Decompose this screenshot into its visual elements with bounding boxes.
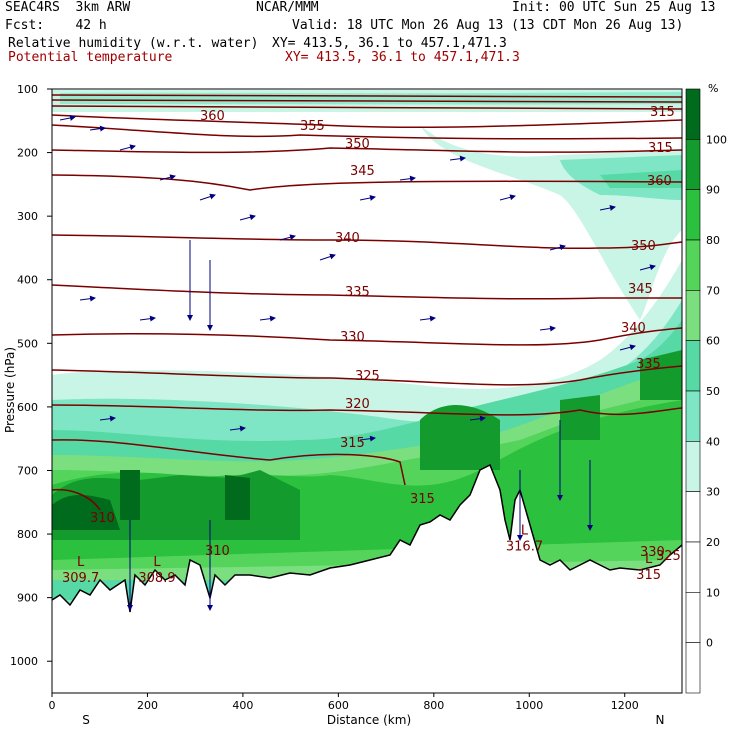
theta-contour-label: 350 [345, 137, 370, 152]
x-axis-south-label: S [82, 713, 90, 727]
y-tick-label: 900 [17, 592, 38, 605]
theta-contour-label: 310 [90, 511, 115, 526]
theta-contour-label: 355 [300, 119, 325, 134]
low-value: 316.7 [506, 539, 543, 554]
terrain [52, 463, 682, 693]
theta-contour-label: 340 [335, 231, 360, 246]
colorbar-tick-label: 20 [706, 536, 720, 549]
x-tick-label: 1000 [515, 699, 543, 712]
theta-contour-labels: 3603553503453403353303253203153103153103… [90, 105, 681, 564]
theta-contour-label: 340 [621, 321, 646, 336]
theta-contour-label: 360 [200, 109, 225, 124]
colorbar-swatch [685, 340, 701, 392]
low-value: 308.9 [138, 571, 175, 586]
low-marker: L [153, 555, 161, 570]
x-tick-label: 600 [328, 699, 349, 712]
colorbar-tick-label: 30 [706, 486, 720, 499]
colorbar-swatch [685, 491, 701, 543]
colorbar-unit: % [708, 82, 718, 95]
y-axis-label: Pressure (hPa) [3, 347, 17, 433]
low-marker: L [77, 555, 85, 570]
colorbar-tick-label: 10 [706, 586, 720, 599]
x-axis-north-label: N [656, 713, 665, 727]
theta-contour-label: 335 [636, 357, 661, 372]
theta-contour-label: 325 [355, 369, 380, 384]
y-tick-label: 400 [17, 274, 38, 287]
colorbar-tick-label: 80 [706, 234, 720, 247]
valid-time: Valid: 18 UTC Mon 26 Aug 13 (13 CDT Mon … [292, 18, 684, 33]
colorbar-tick-label: 60 [706, 335, 720, 348]
theta-contour-label: 360 [647, 174, 672, 189]
colorbar-tick-label: 40 [706, 435, 720, 448]
low-value: 315 [636, 568, 661, 583]
theta-contour-label: 320 [345, 397, 370, 412]
y-tick-label: 1000 [10, 655, 38, 668]
theta-contour-label: 315 [410, 492, 435, 507]
colorbar-swatch [685, 139, 701, 190]
forecast-hour: Fcst: 42 h [5, 18, 107, 33]
colorbar-swatch [685, 88, 701, 140]
y-tick-label: 300 [17, 210, 38, 223]
field-theta-label: Potential temperature [8, 50, 173, 65]
colorbar-swatch [685, 390, 701, 442]
colorbar-swatch [685, 541, 701, 593]
x-tick-label: 1200 [611, 699, 639, 712]
colorbar-swatch [685, 290, 701, 341]
y-axis: 100 200 300 400 500 600 700 800 900 1000 [10, 83, 52, 668]
y-tick-label: 700 [17, 464, 38, 477]
x-tick-label: 400 [232, 699, 253, 712]
y-tick-label: 800 [17, 528, 38, 541]
colorbar-tick-label: 0 [706, 637, 713, 650]
theta-contour-label: 330 [640, 545, 665, 560]
org-title: NCAR/MMM [256, 0, 319, 15]
theta-contour-label: 345 [628, 282, 653, 297]
theta-contour-label: 315 [650, 105, 675, 120]
theta-contour-label: 345 [350, 164, 375, 179]
model-title: SEAC4RS 3km ARW [5, 0, 131, 15]
theta-contour-label: 315 [340, 436, 365, 451]
y-tick-label: 600 [17, 401, 38, 414]
y-tick-label: 500 [17, 337, 38, 350]
theta-contour-label: 350 [631, 239, 656, 254]
field-rh-xy: XY= 413.5, 36.1 to 457.1,471.3 [272, 36, 507, 51]
theta-contours [52, 94, 682, 511]
colorbar-tick-label: 70 [706, 284, 720, 297]
x-tick-label: 0 [49, 699, 56, 712]
theta-contour-label: 325 [656, 549, 681, 564]
plot-frame [51, 88, 683, 694]
y-tick-label: 100 [17, 83, 38, 96]
wind-vectors [59, 115, 656, 611]
low-marker: L [521, 523, 529, 538]
field-rh-label: Relative humidity (w.r.t. water) [8, 36, 259, 51]
low-value: 309.7 [62, 571, 99, 586]
init-time: Init: 00 UTC Sun 25 Aug 13 [512, 0, 716, 15]
x-tick-label: 800 [423, 699, 444, 712]
colorbar-swatch [685, 239, 701, 291]
theta-contour-label: 315 [648, 141, 673, 156]
theta-contour-label: 310 [205, 544, 230, 559]
low-marker: L [645, 552, 653, 567]
field-theta-xy: XY= 413.5, 36.1 to 457.1,471.3 [285, 50, 520, 65]
colorbar-tick-label: 100 [706, 133, 727, 146]
x-axis-label: Distance (km) [327, 713, 411, 727]
theta-contour-label: 330 [340, 330, 365, 345]
y-tick-label: 200 [17, 147, 38, 160]
x-axis: 0 200 400 600 800 1000 1200 [49, 693, 639, 712]
x-tick-label: 200 [137, 699, 158, 712]
colorbar-swatch [685, 441, 701, 492]
colorbar-tick-label: 90 [706, 184, 720, 197]
colorbar-swatch [685, 189, 701, 241]
colorbar-tick-label: 50 [706, 385, 720, 398]
theta-contour-label: 335 [345, 285, 370, 300]
colorbar-swatch [685, 642, 701, 694]
colorbar-swatch [685, 592, 701, 643]
